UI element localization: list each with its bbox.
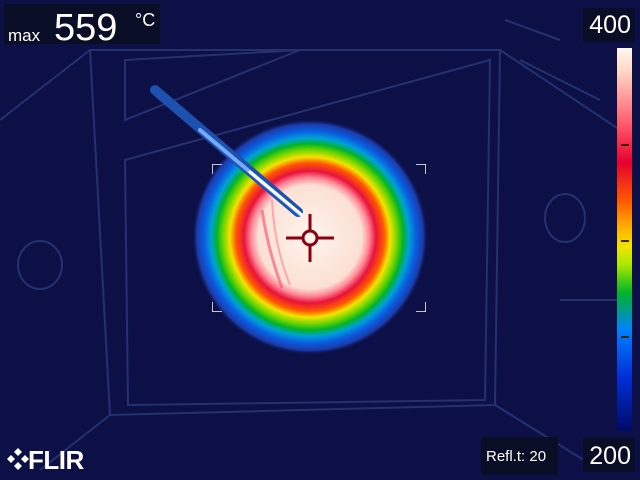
crosshair-icon bbox=[286, 214, 334, 262]
temperature-color-scale bbox=[617, 48, 632, 430]
max-label: max bbox=[8, 26, 41, 45]
scale-min-readout: 200 bbox=[583, 438, 635, 472]
flir-diamond-icon bbox=[7, 448, 29, 470]
scale-max-value: 400 bbox=[589, 11, 631, 39]
scale-min-value: 200 bbox=[589, 442, 631, 470]
brand-text: FLIR bbox=[28, 445, 84, 475]
reflected-temperature-label: Refl.t: bbox=[486, 448, 526, 465]
scale-tick bbox=[621, 336, 629, 338]
scale-tick bbox=[621, 144, 629, 146]
max-value: 559 bbox=[54, 7, 118, 49]
max-temperature-readout: max 559 °C bbox=[4, 4, 160, 49]
temperature-unit: °C bbox=[135, 10, 156, 30]
reflected-temperature-readout: Refl.t: 20 bbox=[481, 437, 558, 475]
scale-max-readout: 400 bbox=[583, 8, 635, 42]
reflected-temperature-value: 20 bbox=[529, 448, 547, 465]
scale-tick bbox=[621, 240, 629, 242]
